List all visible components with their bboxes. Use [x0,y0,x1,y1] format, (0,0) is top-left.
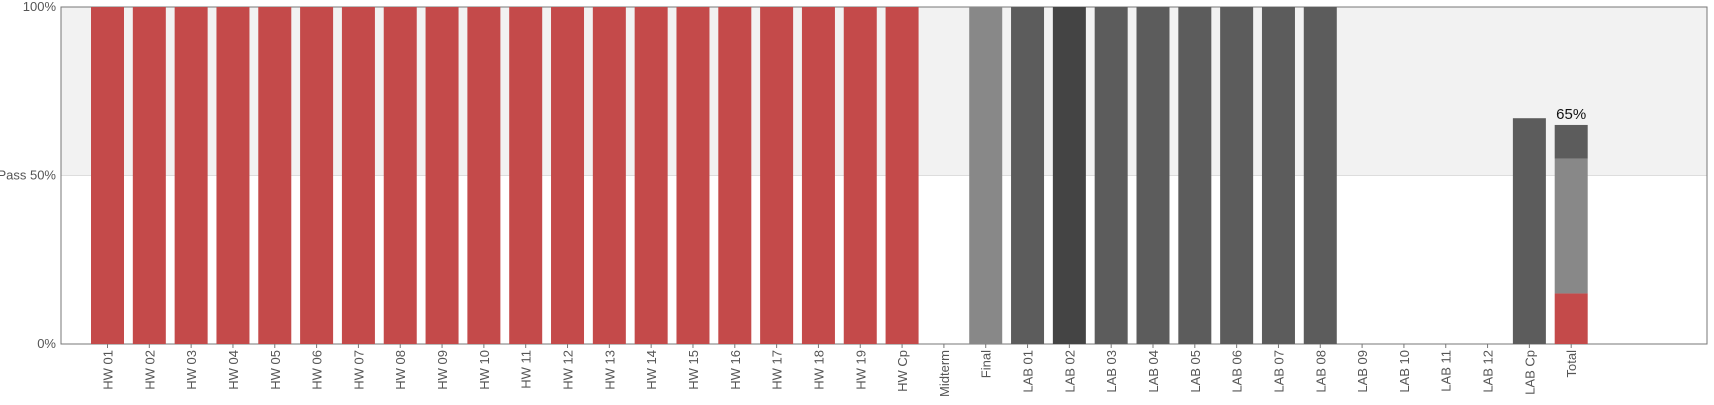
x-label-hw-19: HW 19 [853,350,868,390]
x-label-hw-17: HW 17 [770,350,785,390]
x-label-hw-09: HW 09 [435,350,450,390]
bar-hw-01 [91,7,124,344]
x-label-hw-07: HW 07 [351,350,366,390]
bar-hw-13 [592,7,626,344]
x-label-lab-01: LAB 01 [1021,350,1036,393]
bar-total-segment-3 [1554,124,1588,159]
x-label-hw-01: HW 01 [101,350,116,390]
x-label-hw-18: HW 18 [811,350,826,390]
bar-hw-08 [383,7,417,344]
bar-lab-cp [1512,118,1546,345]
bar-hw-15 [676,7,710,344]
x-label-hw-10: HW 10 [477,350,492,390]
x-label-hw-06: HW 06 [310,350,325,390]
bar-lab-01 [1011,7,1045,344]
x-label-hw-05: HW 05 [268,350,283,390]
y-tick-label-0: 0% [37,336,56,351]
x-label-lab-03: LAB 03 [1104,350,1119,393]
bar-hw-10 [467,7,501,344]
bar-hw-14 [634,7,668,344]
x-label-lab-11: LAB 11 [1439,350,1454,392]
x-label-hw-13: HW 13 [602,350,617,390]
x-label-lab-05: LAB 05 [1188,350,1203,393]
x-label-hw-04: HW 04 [226,350,241,390]
x-label-lab-cp: LAB Cp [1522,350,1537,395]
bar-hw-17 [760,7,794,344]
bar-hw-09 [425,7,459,344]
bar-hw-12 [551,7,585,344]
x-label-lab-02: LAB 02 [1062,350,1077,393]
bar-lab-03 [1094,7,1128,344]
x-label-hw-03: HW 03 [184,350,199,390]
bar-lab-07 [1261,7,1295,344]
bar-hw-07 [341,7,375,344]
bar-hw-18 [801,7,835,344]
bar-lab-08 [1303,7,1337,344]
x-label-hw-14: HW 14 [644,350,659,390]
x-label-hw-08: HW 08 [393,350,408,390]
x-label-lab-04: LAB 04 [1146,350,1161,393]
x-label-hw-15: HW 15 [686,350,701,390]
x-label-lab-09: LAB 09 [1355,350,1370,393]
bar-lab-06 [1220,7,1254,344]
bar-total-segment-2 [1554,158,1588,294]
bar-hw-06 [300,7,334,344]
bar-hw-19 [843,7,877,344]
x-label-hw-11: HW 11 [519,350,534,389]
bar-hw-cp [885,7,919,344]
bar-hw-03 [174,7,208,344]
x-label-midterm: Midterm [937,350,952,397]
x-label-lab-06: LAB 06 [1230,350,1245,393]
bar-hw-02 [132,7,166,344]
bar-lab-05 [1178,7,1212,344]
bar-total-value-label: 65% [1556,106,1586,123]
bar-lab-04 [1136,7,1170,344]
bar-hw-05 [258,7,292,344]
x-label-hw-cp: HW Cp [895,350,910,392]
bar-lab-02 [1052,7,1086,344]
x-label-final: Final [979,350,994,378]
x-label-lab-12: LAB 12 [1481,350,1496,393]
x-label-lab-10: LAB 10 [1397,350,1412,393]
bar-hw-16 [718,7,752,344]
bar-hw-11 [509,7,543,344]
x-label-lab-07: LAB 07 [1271,350,1286,393]
x-label-hw-12: HW 12 [561,350,576,390]
y-tick-label-100: 100% [23,0,57,14]
x-label-hw-16: HW 16 [728,350,743,390]
bar-hw-04 [216,7,250,344]
pass-zone [61,7,1707,176]
x-label-hw-02: HW 02 [142,350,157,390]
x-label-total: Total [1564,350,1579,378]
bar-final [969,7,1003,344]
x-label-lab-08: LAB 08 [1313,350,1328,393]
y-tick-label-pass-50: Pass 50% [0,168,56,183]
bar-total-segment-1 [1554,293,1588,344]
plot-frame [60,6,1708,345]
